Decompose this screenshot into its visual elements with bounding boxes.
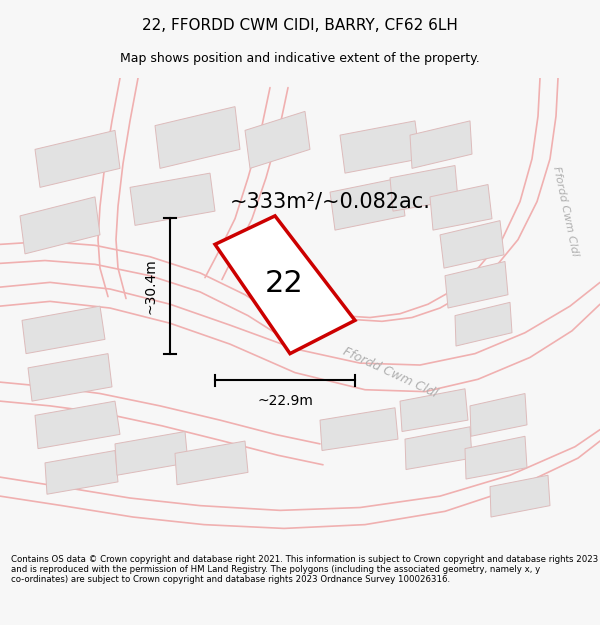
Text: ~333m²/~0.082ac.: ~333m²/~0.082ac. bbox=[230, 192, 431, 212]
Text: Map shows position and indicative extent of the property.: Map shows position and indicative extent… bbox=[120, 52, 480, 65]
Polygon shape bbox=[430, 184, 492, 230]
Polygon shape bbox=[465, 436, 527, 479]
Polygon shape bbox=[45, 451, 118, 494]
Polygon shape bbox=[155, 107, 240, 168]
Polygon shape bbox=[410, 121, 472, 168]
Polygon shape bbox=[35, 131, 120, 188]
Polygon shape bbox=[445, 261, 508, 308]
Text: 22, FFORDD CWM CIDI, BARRY, CF62 6LH: 22, FFORDD CWM CIDI, BARRY, CF62 6LH bbox=[142, 18, 458, 32]
Polygon shape bbox=[20, 197, 100, 254]
Polygon shape bbox=[490, 475, 550, 517]
Polygon shape bbox=[455, 302, 512, 346]
Text: 22: 22 bbox=[265, 269, 303, 298]
Polygon shape bbox=[22, 306, 105, 354]
Polygon shape bbox=[35, 401, 120, 449]
Polygon shape bbox=[400, 389, 468, 431]
Polygon shape bbox=[28, 354, 112, 401]
Text: Contains OS data © Crown copyright and database right 2021. This information is : Contains OS data © Crown copyright and d… bbox=[11, 554, 598, 584]
Polygon shape bbox=[340, 121, 420, 173]
Text: Ffordd Cwm Cldl: Ffordd Cwm Cldl bbox=[551, 165, 580, 257]
Polygon shape bbox=[330, 178, 405, 230]
Polygon shape bbox=[470, 394, 527, 436]
Text: ~22.9m: ~22.9m bbox=[257, 394, 313, 408]
Polygon shape bbox=[130, 173, 215, 226]
Polygon shape bbox=[320, 408, 398, 451]
Polygon shape bbox=[245, 111, 310, 168]
Polygon shape bbox=[115, 431, 188, 475]
Polygon shape bbox=[175, 441, 248, 485]
Text: Ffordd Cwm Cldl: Ffordd Cwm Cldl bbox=[341, 345, 439, 400]
Polygon shape bbox=[215, 216, 355, 354]
Polygon shape bbox=[390, 166, 458, 211]
Polygon shape bbox=[405, 427, 472, 469]
Text: ~30.4m: ~30.4m bbox=[144, 258, 158, 314]
Polygon shape bbox=[440, 221, 504, 268]
